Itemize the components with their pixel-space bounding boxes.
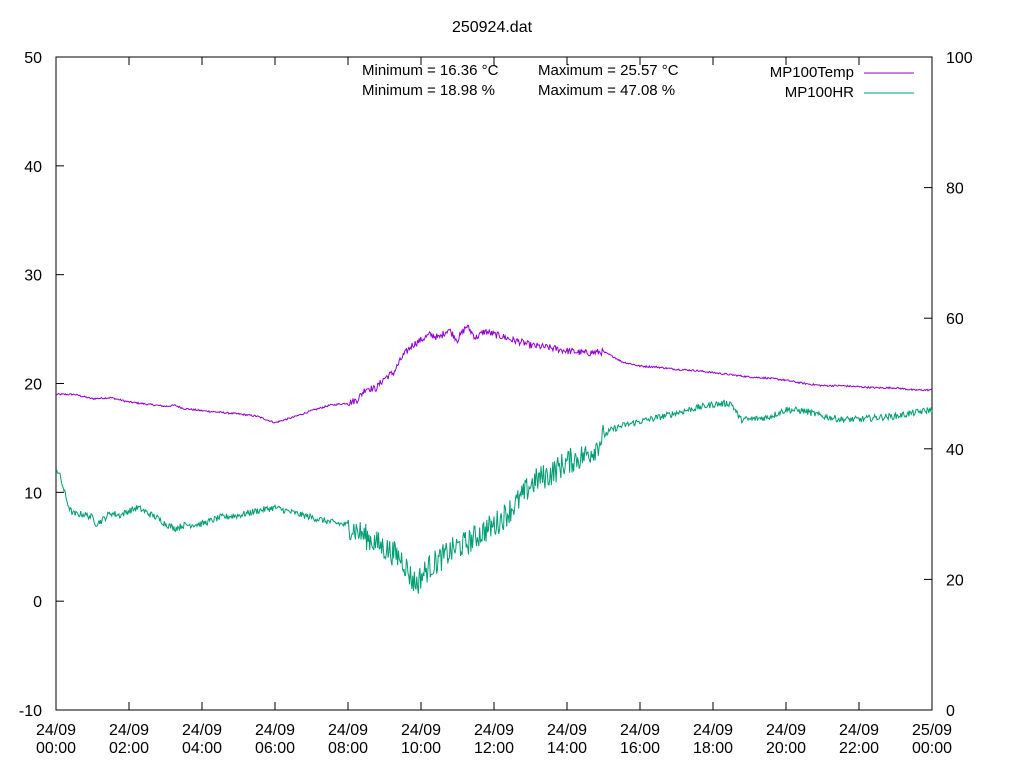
left-tick-label: 40 bbox=[24, 159, 42, 176]
left-tick-label: 30 bbox=[24, 268, 42, 285]
plot-frame bbox=[55, 56, 933, 711]
x-tick-label-date: 24/09 bbox=[547, 722, 587, 739]
series-line-MP100HR bbox=[55, 399, 933, 594]
annotation-hr-max: Maximum = 47.08 % bbox=[538, 82, 675, 99]
x-tick-label-date: 24/09 bbox=[255, 722, 295, 739]
right-tick-label: 40 bbox=[946, 442, 964, 459]
annotation-hr-min: Minimum = 18.98 % bbox=[362, 82, 495, 99]
stats-annotations: Minimum = 16.36 °C Maximum = 25.57 °C Mi… bbox=[362, 62, 679, 99]
x-tick-label-date: 24/09 bbox=[109, 722, 149, 739]
left-y-axis: -10 0 10 20 30 40 50 bbox=[19, 50, 64, 720]
x-tick-label-date: 24/09 bbox=[474, 722, 514, 739]
x-tick-label-time: 02:00 bbox=[109, 740, 149, 757]
x-tick-label-date: 24/09 bbox=[401, 722, 441, 739]
x-tick-label-date: 24/09 bbox=[182, 722, 222, 739]
x-tick-label-time: 12:00 bbox=[474, 740, 514, 757]
legend-label-temp: MP100Temp bbox=[770, 64, 854, 81]
x-tick-label-time: 04:00 bbox=[182, 740, 222, 757]
x-tick-label-date: 24/09 bbox=[36, 722, 76, 739]
chart-title: 250924.dat bbox=[452, 19, 533, 36]
series-layer bbox=[55, 324, 933, 594]
x-tick-label-time: 16:00 bbox=[620, 740, 660, 757]
right-tick-label: 20 bbox=[946, 572, 964, 589]
x-tick-label-time: 08:00 bbox=[328, 740, 368, 757]
x-tick-label-date: 24/09 bbox=[766, 722, 806, 739]
x-tick-label-date: 25/09 bbox=[912, 722, 952, 739]
x-tick-label-time: 06:00 bbox=[255, 740, 295, 757]
x-tick-label-time: 00:00 bbox=[912, 740, 952, 757]
left-tick-label: 10 bbox=[24, 485, 42, 502]
x-tick-label-time: 22:00 bbox=[839, 740, 879, 757]
x-tick-label-time: 20:00 bbox=[766, 740, 806, 757]
x-tick-label-time: 10:00 bbox=[401, 740, 441, 757]
left-tick-label: 0 bbox=[33, 594, 42, 611]
right-tick-label: 80 bbox=[946, 181, 964, 198]
plot-area bbox=[55, 56, 933, 711]
x-tick-label-time: 18:00 bbox=[693, 740, 733, 757]
x-axis: 24/0900:0024/0902:0024/0904:0024/0906:00… bbox=[36, 57, 952, 757]
legend: MP100Temp MP100HR bbox=[770, 64, 914, 101]
legend-label-hr: MP100HR bbox=[785, 84, 854, 101]
annotation-temp-max: Maximum = 25.57 °C bbox=[538, 62, 679, 79]
left-tick-label: 20 bbox=[24, 377, 42, 394]
right-tick-label: 0 bbox=[946, 703, 955, 720]
annotation-temp-min: Minimum = 16.36 °C bbox=[362, 62, 499, 79]
left-tick-label: -10 bbox=[19, 703, 42, 720]
x-tick-label-time: 14:00 bbox=[547, 740, 587, 757]
x-tick-label-time: 00:00 bbox=[36, 740, 76, 757]
series-line-MP100Temp bbox=[55, 324, 933, 424]
x-tick-label-date: 24/09 bbox=[328, 722, 368, 739]
left-tick-label: 50 bbox=[24, 50, 42, 67]
right-y-axis: 0 20 40 60 80 100 bbox=[924, 50, 973, 720]
right-tick-label: 60 bbox=[946, 311, 964, 328]
x-tick-label-date: 24/09 bbox=[839, 722, 879, 739]
x-tick-label-date: 24/09 bbox=[693, 722, 733, 739]
right-tick-label: 100 bbox=[946, 50, 973, 67]
x-tick-label-date: 24/09 bbox=[620, 722, 660, 739]
